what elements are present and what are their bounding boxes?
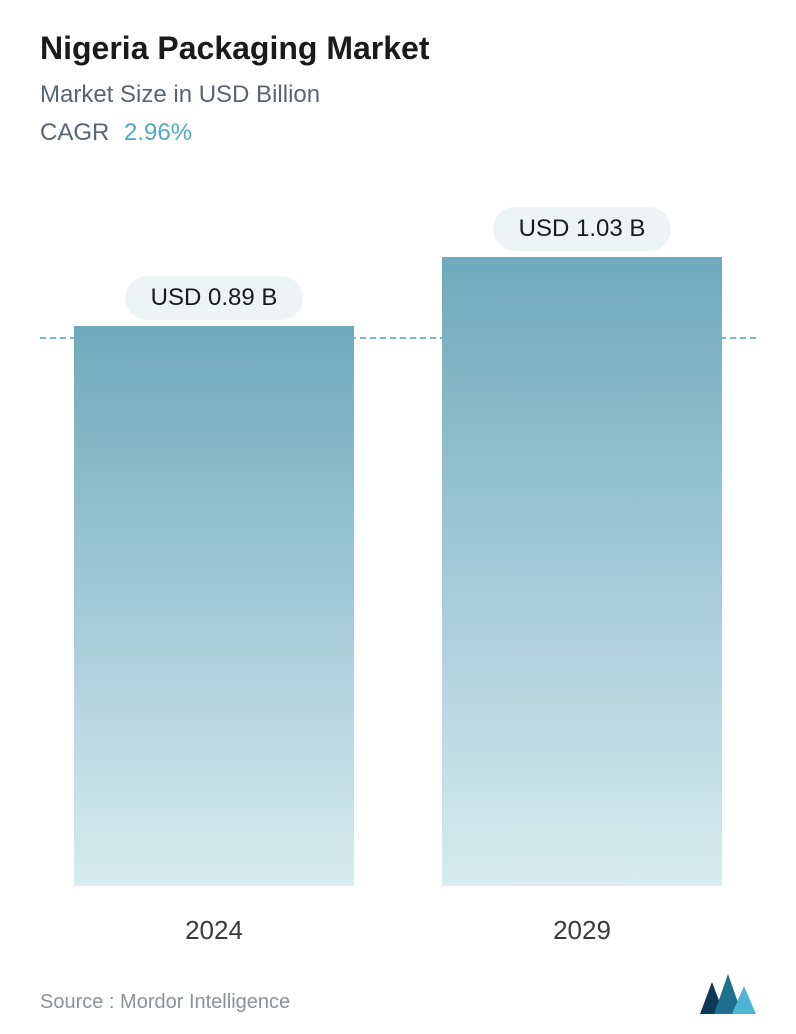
x-label-1: 2029 bbox=[442, 899, 722, 946]
bar-group-1: USD 1.03 B bbox=[442, 207, 722, 886]
mordor-logo-icon bbox=[700, 974, 756, 1014]
value-badge-0: USD 0.89 B bbox=[125, 276, 304, 320]
bar-0 bbox=[74, 326, 354, 886]
value-badge-1: USD 1.03 B bbox=[493, 207, 672, 251]
chart-title: Nigeria Packaging Market bbox=[40, 30, 756, 67]
chart-area: USD 0.89 B USD 1.03 B 2024 2029 bbox=[40, 207, 756, 946]
cagr-row: CAGR 2.96% bbox=[40, 119, 756, 147]
footer: Source : Mordor Intelligence bbox=[40, 956, 756, 1014]
cagr-label: CAGR bbox=[40, 119, 109, 146]
source-text: Source : Mordor Intelligence bbox=[40, 991, 290, 1014]
chart-container: Nigeria Packaging Market Market Size in … bbox=[0, 0, 796, 1034]
cagr-value: 2.96% bbox=[124, 119, 192, 146]
bar-group-0: USD 0.89 B bbox=[74, 207, 354, 886]
bar-1 bbox=[442, 257, 722, 886]
x-axis-labels: 2024 2029 bbox=[40, 899, 756, 946]
bars-row: USD 0.89 B USD 1.03 B bbox=[40, 207, 756, 886]
chart-subtitle: Market Size in USD Billion bbox=[40, 81, 756, 109]
x-label-0: 2024 bbox=[74, 899, 354, 946]
